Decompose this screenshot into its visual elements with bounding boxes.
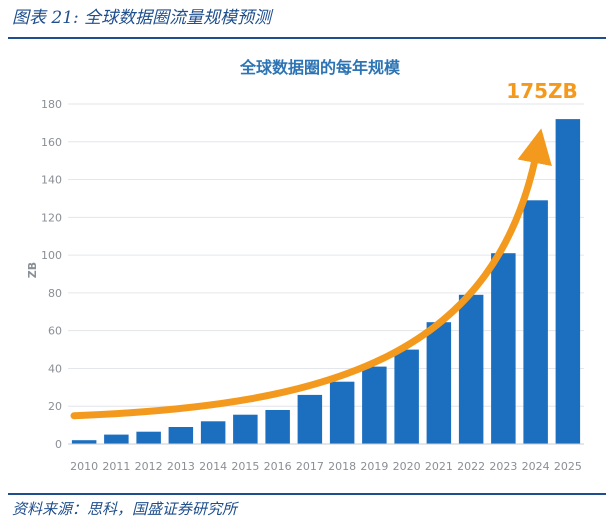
x-tick-label: 2023 xyxy=(489,460,517,473)
y-axis-label: ZB xyxy=(26,262,39,278)
bar-2020 xyxy=(394,349,419,444)
bar-2014 xyxy=(200,421,226,444)
figure-caption: 图表 21: 全球数据圈流量规模预测 xyxy=(12,8,272,28)
source-note: 资料来源：思科，国盛证券研究所 xyxy=(12,500,238,518)
bar-2024 xyxy=(523,200,548,444)
x-tick-label: 2014 xyxy=(199,460,227,473)
chart-title: 全球数据圈的每年规模 xyxy=(239,58,401,77)
y-tick-label: 60 xyxy=(48,325,62,338)
y-tick-label: 120 xyxy=(41,211,62,224)
bar-2011 xyxy=(104,434,129,444)
y-tick-label: 40 xyxy=(48,362,62,375)
x-tick-label: 2012 xyxy=(135,460,163,473)
growth-arrow xyxy=(70,128,552,420)
gridlines xyxy=(68,103,584,445)
source-divider xyxy=(8,493,606,495)
y-tick-label: 160 xyxy=(41,136,62,149)
x-tick-label: 2017 xyxy=(296,460,324,473)
bar-2012 xyxy=(136,431,161,444)
y-tick-label: 80 xyxy=(48,287,62,300)
bars xyxy=(71,119,581,444)
bar-2010 xyxy=(71,440,97,444)
bar-2025 xyxy=(555,119,581,444)
y-tick-label: 0 xyxy=(55,438,62,451)
bar-2021 xyxy=(426,322,452,444)
x-tick-label: 2018 xyxy=(328,460,356,473)
bar-2019 xyxy=(362,366,387,444)
bar-2015 xyxy=(233,414,258,444)
x-tick-label: 2016 xyxy=(264,460,292,473)
bar-2016 xyxy=(265,410,290,444)
bar-2022 xyxy=(458,294,484,444)
x-tick-label: 2011 xyxy=(102,460,130,473)
y-tick-label: 180 xyxy=(41,98,62,111)
x-axis-ticks: 2010 2011 2012 2013 2014 2015 2016 2017 2018 2019… xyxy=(70,460,582,473)
y-tick-label: 100 xyxy=(41,249,62,262)
bar-chart: 全球数据圈的每年规模 0 20 40 60 80 100 120 140 160 180 ZB 1… xyxy=(26,58,584,473)
x-tick-label: 2022 xyxy=(457,460,485,473)
y-tick-label: 20 xyxy=(48,400,62,413)
bar-2017 xyxy=(297,394,323,444)
x-tick-label: 2010 xyxy=(70,460,98,473)
x-tick-label: 2019 xyxy=(360,460,388,473)
x-tick-label: 2015 xyxy=(231,460,259,473)
y-tick-label: 140 xyxy=(41,174,62,187)
x-tick-label: 2024 xyxy=(522,460,550,473)
x-tick-label: 2021 xyxy=(425,460,453,473)
bar-2018 xyxy=(329,381,355,444)
annotation-175zb: 175ZB xyxy=(506,79,578,103)
x-tick-label: 2025 xyxy=(554,460,582,473)
bar-2023 xyxy=(491,253,516,444)
bar-2013 xyxy=(168,427,194,444)
caption-divider xyxy=(8,37,606,39)
x-tick-label: 2013 xyxy=(167,460,195,473)
x-tick-label: 2020 xyxy=(393,460,421,473)
y-axis-ticks: 0 20 40 60 80 100 120 140 160 180 xyxy=(41,98,62,451)
